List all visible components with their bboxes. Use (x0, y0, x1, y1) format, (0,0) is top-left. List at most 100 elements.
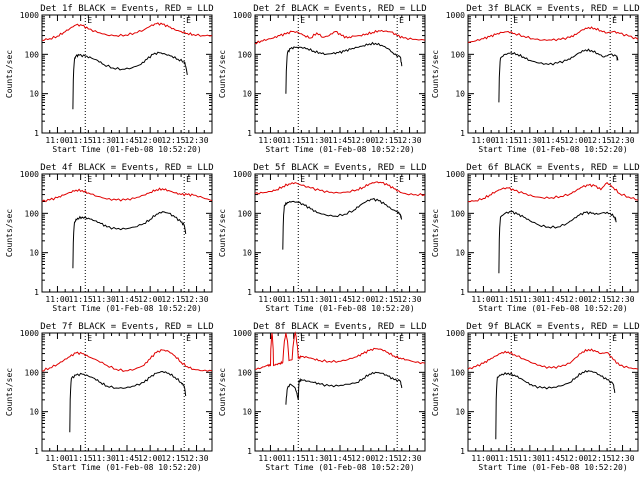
plot-frame (41, 332, 213, 452)
y-tick-label: 1 (460, 129, 465, 138)
plot-frame (254, 332, 426, 452)
y-tick-label: 1 (247, 129, 252, 138)
y-tick-label: 1 (247, 288, 252, 297)
panel-6: Det 6f BLACK = Events, RED = LLD 1 10 100 10… (431, 163, 640, 313)
x-tick-label: 12:00 (351, 136, 375, 145)
x-tick-label: 12:00 (138, 136, 162, 145)
x-tick-label: 11:30 (518, 295, 542, 304)
x-tick-label: 11:15 (69, 136, 93, 145)
y-tick-label: 100 (238, 368, 253, 377)
panel-2: Det 2f BLACK = Events, RED = LLD 1 10 100 10… (218, 4, 427, 154)
plot-frame (467, 14, 639, 134)
x-tick-label: 12:00 (564, 295, 588, 304)
x-tick-label: 11:45 (328, 136, 352, 145)
event-marker-label: E (513, 175, 518, 184)
panel-5: Det 5f BLACK = Events, RED = LLD 1 10 100 10… (218, 163, 427, 313)
plot-frame (467, 332, 639, 452)
x-tick-label: 12:15 (161, 295, 185, 304)
x-tick-label: 11:00 (45, 295, 69, 304)
event-marker-label: E (399, 334, 404, 343)
event-marker-label: E (513, 334, 518, 343)
panel-title: Det 8f BLACK = Events, RED = LLD (253, 322, 426, 332)
plot-frame (467, 173, 639, 293)
y-tick-label: 1000 (20, 11, 39, 20)
y-tick-label: 100 (451, 368, 466, 377)
panel-title: Det 6f BLACK = Events, RED = LLD (466, 163, 639, 173)
y-tick-label: 100 (25, 368, 40, 377)
y-axis-label: Counts/sec (5, 50, 14, 98)
x-tick-label: 12:00 (564, 136, 588, 145)
y-tick-label: 100 (238, 50, 253, 59)
series-line-events (498, 48, 619, 103)
x-axis-label: Start Time (01-Feb-08 10:52:20) (265, 304, 414, 313)
y-tick-label: 10 (29, 90, 39, 99)
x-tick-label: 12:00 (351, 454, 375, 463)
x-tick-label: 12:30 (397, 136, 421, 145)
event-marker-label: E (300, 16, 305, 25)
x-tick-label: 12:00 (351, 295, 375, 304)
event-marker-label: E (186, 175, 191, 184)
panel-4: Det 4f BLACK = Events, RED = LLD 1 10 100 10… (5, 163, 214, 313)
x-tick-label: 11:15 (495, 136, 519, 145)
x-tick-label: 11:45 (541, 454, 565, 463)
x-tick-label: 11:30 (92, 295, 116, 304)
x-tick-label: 11:00 (45, 136, 69, 145)
x-tick-label: 11:30 (92, 136, 116, 145)
y-tick-label: 10 (455, 90, 465, 99)
y-tick-label: 1 (34, 288, 39, 297)
y-tick-label: 1 (247, 447, 252, 456)
x-tick-label: 11:15 (69, 295, 93, 304)
series-line-events (282, 197, 403, 250)
series-line-lld (254, 29, 426, 45)
y-tick-label: 10 (242, 90, 252, 99)
x-tick-label: 11:45 (328, 454, 352, 463)
x-tick-label: 11:45 (115, 295, 139, 304)
series-line-events (285, 371, 403, 405)
x-tick-label: 12:15 (161, 454, 185, 463)
y-tick-label: 10 (242, 249, 252, 258)
event-marker-label: E (87, 334, 92, 343)
y-tick-label: 1000 (446, 329, 465, 338)
y-tick-label: 10 (29, 408, 39, 417)
y-tick-label: 100 (25, 209, 40, 218)
x-axis-label: Start Time (01-Feb-08 10:52:20) (478, 304, 627, 313)
x-tick-label: 12:15 (587, 454, 611, 463)
series-line-lld (467, 348, 639, 370)
panel-9: Det 9f BLACK = Events, RED = LLD 1 10 100 10… (431, 322, 640, 472)
x-axis-label: Start Time (01-Feb-08 10:52:20) (478, 463, 627, 472)
x-tick-label: 11:30 (305, 454, 329, 463)
panel-title: Det 9f BLACK = Events, RED = LLD (466, 322, 639, 332)
x-tick-label: 11:45 (541, 136, 565, 145)
event-marker-label: E (612, 175, 617, 184)
event-marker-label: E (399, 175, 404, 184)
x-tick-label: 12:15 (587, 136, 611, 145)
panel-7: Det 7f BLACK = Events, RED = LLD 1 10 100 10… (5, 322, 214, 472)
x-tick-label: 11:00 (471, 454, 495, 463)
y-tick-label: 100 (451, 209, 466, 218)
event-marker-label: E (612, 334, 617, 343)
event-marker-label: E (186, 16, 191, 25)
series-line-events (72, 51, 188, 110)
x-tick-label: 11:45 (328, 295, 352, 304)
x-tick-label: 12:30 (610, 136, 634, 145)
series-line-events (72, 211, 187, 269)
y-axis-label: Counts/sec (431, 368, 440, 416)
event-marker-label: E (612, 16, 617, 25)
x-tick-label: 12:00 (564, 454, 588, 463)
x-tick-label: 12:30 (184, 295, 208, 304)
x-tick-label: 11:15 (282, 454, 306, 463)
series-line-events (69, 370, 187, 433)
x-tick-label: 12:15 (587, 295, 611, 304)
x-axis-label: Start Time (01-Feb-08 10:52:20) (52, 463, 201, 472)
panel-1: Det 1f BLACK = Events, RED = LLD 1 10 100 10… (5, 4, 214, 154)
panel-3: Det 3f BLACK = Events, RED = LLD 1 10 100 10… (431, 4, 640, 154)
panel-title: Det 7f BLACK = Events, RED = LLD (40, 322, 213, 332)
y-axis-label: Counts/sec (5, 209, 14, 257)
x-axis-label: Start Time (01-Feb-08 10:52:20) (52, 145, 201, 154)
x-tick-label: 12:30 (184, 454, 208, 463)
event-marker-label: E (87, 175, 92, 184)
series-line-events (495, 369, 616, 440)
x-tick-label: 11:15 (282, 295, 306, 304)
x-axis-label: Start Time (01-Feb-08 10:52:20) (478, 145, 627, 154)
x-tick-label: 12:30 (397, 454, 421, 463)
